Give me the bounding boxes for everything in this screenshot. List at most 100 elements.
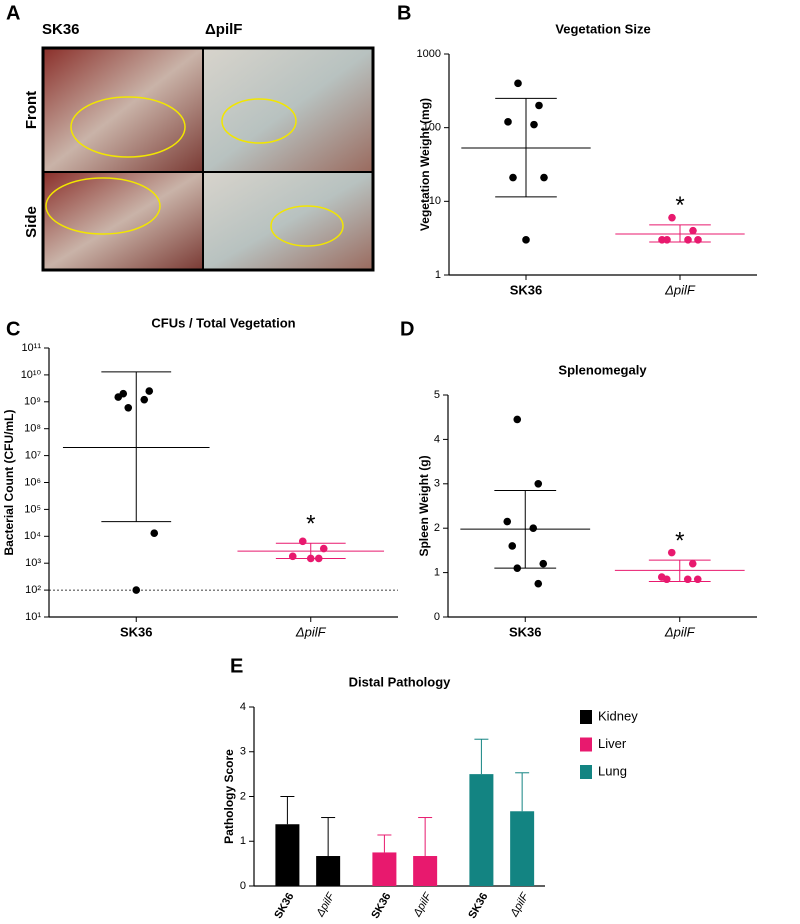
data-point	[663, 236, 671, 244]
chart-title: Splenomegaly	[558, 362, 647, 377]
panel-letter: A	[6, 2, 20, 24]
panel-letter: D	[400, 318, 414, 340]
x-tick-label: SK36	[509, 624, 542, 639]
data-point	[140, 395, 149, 404]
data-point	[540, 173, 548, 182]
data-point	[694, 236, 702, 244]
y-tick-label: 0	[434, 611, 440, 623]
y-tick-label: 1	[240, 835, 246, 847]
x-tick-label: SK36	[369, 891, 393, 921]
y-tick-label: 10⁶	[24, 476, 41, 488]
data-point	[693, 575, 702, 584]
legend-label: Lung	[598, 763, 627, 778]
y-tick-label: 2	[240, 790, 246, 802]
chart-title: CFUs / Total Vegetation	[151, 315, 295, 330]
data-point	[503, 517, 512, 526]
bar	[372, 852, 397, 886]
photo	[43, 48, 203, 172]
y-tick-label: 10¹¹	[21, 342, 41, 354]
x-tick-label: ΔpilF	[314, 890, 338, 920]
y-tick-label: 10⁵	[24, 503, 41, 515]
data-point	[535, 101, 543, 110]
data-point	[124, 403, 133, 412]
data-point	[288, 552, 297, 561]
data-point	[306, 554, 315, 563]
y-tick-label: 10⁷	[25, 450, 41, 462]
panel-letter: C	[6, 318, 20, 340]
data-point	[539, 559, 548, 568]
y-tick-label: 10¹	[25, 611, 41, 623]
data-point	[667, 548, 676, 557]
photo	[43, 172, 203, 270]
y-axis-label: Vegetation Weight (mg)	[418, 98, 432, 231]
legend-swatch	[580, 710, 592, 724]
photo	[203, 48, 373, 172]
x-tick-label: SK36	[510, 282, 543, 297]
data-point	[514, 79, 522, 88]
y-tick-label: 10¹⁰	[21, 369, 42, 381]
data-point	[509, 173, 517, 182]
data-point	[534, 579, 543, 588]
y-axis-label: Spleen Weight (g)	[417, 455, 431, 556]
y-tick-label: 10⁴	[24, 530, 41, 542]
y-tick-label: 10	[429, 195, 441, 207]
x-tick-label: SK36	[120, 624, 153, 639]
y-tick-label: 1	[434, 567, 440, 579]
data-point	[689, 226, 697, 235]
y-tick-label: 10⁸	[24, 423, 41, 435]
chart-title: Vegetation Size	[555, 21, 650, 36]
data-point	[662, 575, 671, 584]
row-label: Side	[23, 206, 40, 238]
data-point	[504, 118, 512, 126]
y-tick-label: 100	[423, 122, 441, 134]
data-point	[150, 529, 159, 538]
y-tick-label: 3	[434, 478, 440, 490]
data-point	[668, 213, 676, 222]
bar	[469, 774, 494, 886]
data-point	[688, 559, 697, 568]
y-axis-label: Pathology Score	[222, 749, 236, 844]
significance-marker: *	[675, 528, 684, 555]
data-point	[534, 480, 543, 488]
row-label: Front	[23, 91, 40, 129]
y-tick-label: 5	[434, 389, 440, 401]
data-point	[513, 415, 522, 424]
bar	[510, 811, 535, 886]
highlight	[45, 177, 161, 235]
y-tick-label: 0	[240, 880, 246, 892]
panel-letter: E	[230, 655, 243, 677]
y-tick-label: 1	[435, 269, 441, 281]
data-point	[530, 120, 538, 129]
data-point	[522, 236, 530, 244]
column-label: ΔpilF	[205, 21, 242, 38]
y-tick-label: 10²	[25, 584, 41, 596]
legend-swatch	[580, 737, 592, 752]
y-tick-label: 10⁹	[24, 396, 41, 408]
data-point	[298, 537, 307, 546]
data-point	[508, 542, 517, 550]
column-label: SK36	[42, 21, 80, 38]
bar	[413, 856, 438, 886]
data-point	[145, 387, 154, 395]
y-tick-label: 3	[240, 746, 246, 758]
data-point	[132, 586, 141, 594]
data-point	[513, 564, 522, 572]
highlight	[70, 96, 186, 158]
x-tick-label: SK36	[272, 891, 296, 921]
panel-letter: B	[397, 2, 411, 24]
bar	[275, 824, 300, 886]
x-tick-label: ΔpilF	[411, 890, 435, 920]
x-tick-label: ΔpilF	[295, 624, 327, 639]
data-point	[119, 389, 128, 398]
significance-marker: *	[675, 192, 684, 219]
bar	[316, 856, 341, 886]
x-tick-label: ΔpilF	[508, 890, 532, 920]
data-point	[684, 236, 692, 244]
highlight	[270, 205, 344, 247]
highlight	[221, 98, 297, 144]
data-point	[319, 544, 328, 553]
panel-a: A SK36 ΔpilF Front Side	[6, 2, 375, 272]
y-tick-label: 4	[434, 433, 440, 445]
legend-label: Kidney	[598, 708, 638, 723]
